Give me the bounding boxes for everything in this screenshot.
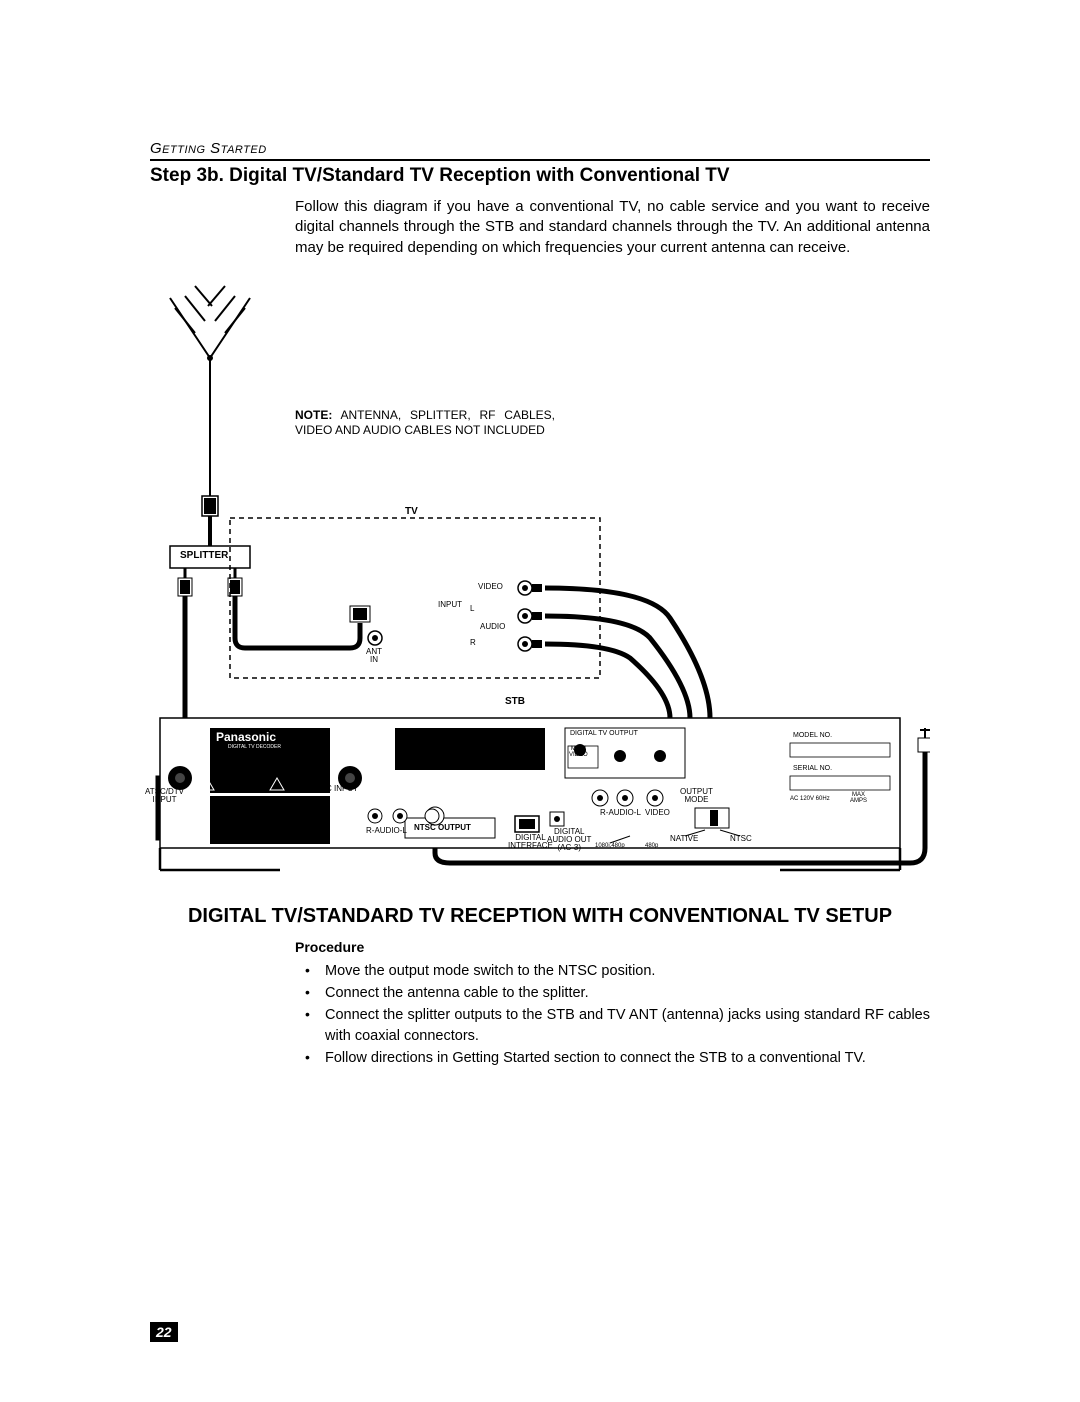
tv-audio-r-jack-icon: [518, 637, 542, 651]
input-label: INPUT: [438, 600, 462, 609]
ant-in-label: ANT IN: [366, 648, 382, 664]
atsc-input-label: ATSC/DTV INPUT: [145, 788, 184, 804]
procedure-step: Move the output mode switch to the NTSC …: [295, 961, 930, 981]
antenna-connector-icon: [202, 496, 218, 516]
stb-label: STB: [505, 696, 525, 707]
procedure-step: Follow directions in Getting Started sec…: [295, 1048, 930, 1068]
cable-splitter-to-tv: [235, 596, 360, 648]
panasonic-label: Panasonic: [216, 730, 276, 744]
antenna-icon: [170, 286, 250, 498]
ntsc-output-label: NTSC OUTPUT: [414, 823, 471, 832]
r-audio-l-label2: R-AUDIO-L: [600, 808, 641, 817]
procedure-heading: Procedure: [295, 939, 930, 955]
ntsc-label: NTSC: [730, 834, 752, 843]
setup-title: DIGITAL TV/STANDARD TV RECEPTION WITH CO…: [150, 904, 930, 929]
step-title: Step 3b. Digital TV/Standard TV Receptio…: [150, 165, 930, 187]
main-video-label: MAIN VIDEO: [569, 746, 588, 758]
video3-label: VIDEO: [645, 808, 670, 817]
r-label: R: [470, 638, 476, 647]
tv-label: TV: [405, 506, 418, 517]
procedure-list: Move the output mode switch to the NTSC …: [295, 961, 930, 1068]
section-header: Getting Started: [150, 140, 930, 161]
tv-video-jack-icon: [518, 581, 542, 595]
tv-outline: [230, 518, 600, 678]
native-label: NATIVE: [670, 834, 698, 843]
r-audio-l-label: R-AUDIO-L: [366, 826, 407, 835]
1080i-label: 1080i,480p: [595, 843, 625, 849]
max-amps-label: MAX AMPS: [850, 792, 867, 804]
model-no-label: MODEL NO.: [793, 732, 832, 739]
output-mode-label: OUTPUT MODE: [680, 788, 713, 804]
splitter-output-left-icon: [178, 578, 192, 596]
l-label: L: [470, 604, 474, 613]
digital-audio-out-label: DIGITAL AUDIO OUT (AC-3): [547, 828, 591, 852]
splitter-label: SPLITTER: [180, 550, 228, 561]
wiring-diagram: NOTE: ANTENNA, SPLITTER, RF CABLES, VIDE…: [150, 278, 930, 898]
digital-tv-output-label: DIGITAL TV OUTPUT: [570, 730, 638, 737]
page-number: 22: [150, 1322, 178, 1342]
video-label: VIDEO: [478, 582, 503, 591]
procedure-step: Connect the splitter outputs to the STB …: [295, 1005, 930, 1046]
480p-label: 480p: [645, 843, 658, 849]
intro-paragraph: Follow this diagram if you have a conven…: [295, 197, 930, 258]
serial-no-label: SERIAL NO.: [793, 765, 832, 772]
ntsc-input-label: NTSC INPUT: [310, 784, 358, 793]
procedure-block: Procedure Move the output mode switch to…: [295, 939, 930, 1068]
ac-label: AC 120V 60Hz: [790, 796, 830, 802]
digital-decoder-label: DIGITAL TV DECODER: [228, 744, 281, 750]
tv-audio-l-jack-icon: [518, 609, 542, 623]
procedure-step: Connect the antenna cable to the splitte…: [295, 983, 930, 1003]
audio-label: AUDIO: [480, 622, 505, 631]
